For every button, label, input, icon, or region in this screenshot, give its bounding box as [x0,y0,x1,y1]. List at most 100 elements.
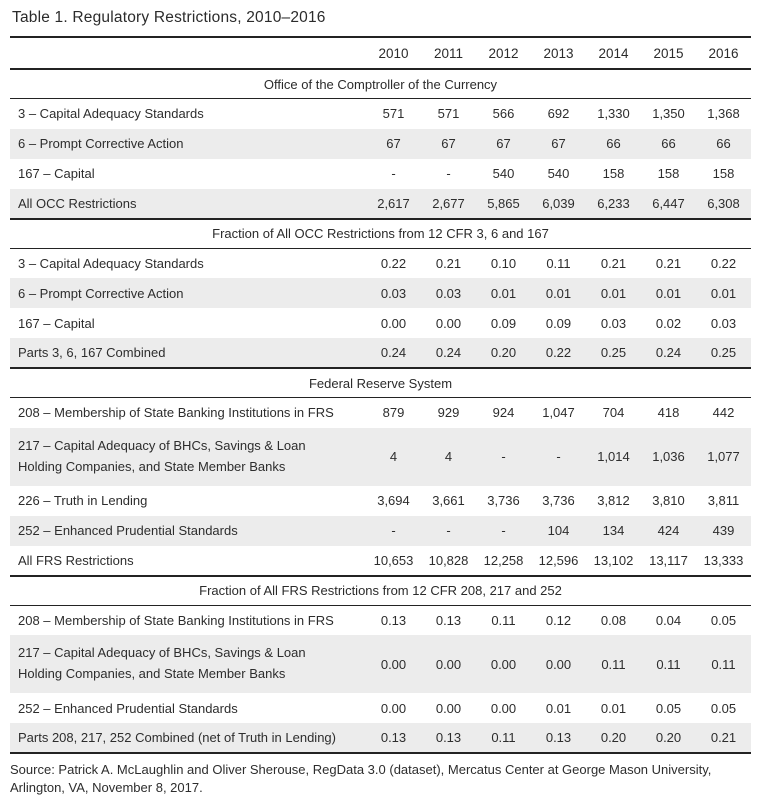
cell-value: 4 [444,449,453,464]
cell-value: 0.11 [601,656,626,672]
cell-value: 0.00 [435,700,462,716]
cell-value: 442 [712,405,735,421]
table-row: 208 – Membership of State Banking Instit… [10,398,751,428]
cell-value: 0.05 [710,612,737,628]
cell-value: 0.22 [545,345,572,360]
row-label-text: 217 – Capital Adequacy of BHCs, Savings … [18,645,306,681]
table-row: All OCC Restrictions 2,617 2,677 5,865 6,039… [10,188,751,219]
cell-value: - [501,449,506,464]
year-header-row: 2010 2011 2012 2013 2014 2015 2016 [10,37,751,70]
cell-value: - [446,166,451,181]
cell-value: 0.01 [545,700,572,716]
section-header-row: Federal Reserve System [10,367,751,398]
cell-value: 566 [492,106,515,122]
cell-value: 67 [496,136,511,151]
cell-value: 0.22 [710,255,737,271]
regulatory-table: 2010 2011 2012 2013 2014 2015 2016 Office of t… [10,36,751,754]
cell-value: 0.20 [655,730,682,745]
table-row: 3 – Capital Adequacy Standards 571 571 566 6… [10,99,751,129]
cell-value: 924 [492,405,515,421]
row-label: 6 – Prompt Corrective Action [18,285,184,301]
cell-value: 0.11 [656,656,681,672]
table-row: 167 – Capital - - 540 540 158 158 158 [10,159,751,189]
header-row: 2010 2011 2012 2013 2014 2015 2016 [10,37,751,70]
year-column-header: 2014 [586,37,641,70]
cell-value: 6,447 [652,195,685,211]
cell-value: 0.21 [435,255,462,271]
row-label: 217 – Capital Adequacy of BHCs, Savings … [10,428,366,486]
cell-value: 66 [606,136,621,151]
row-label: Parts 3, 6, 167 Combined [18,345,166,360]
cell-value: 704 [602,405,625,421]
year-column-header: 2013 [531,37,586,70]
row-label: 208 – Membership of State Banking Instit… [18,612,334,628]
cell-value: 0.01 [600,285,627,301]
cell-value: 0.05 [655,700,682,716]
section-header-row: Office of the Comptroller of the Currenc… [10,68,751,99]
cell-value: 0.11 [491,730,516,745]
cell-value: - [556,449,561,464]
cell-value: 439 [712,523,735,538]
cell-value: 0.20 [490,345,517,360]
cell-value: 0.13 [380,730,407,745]
year-column-header: 2012 [476,37,531,70]
cell-value: 12,596 [538,552,579,568]
row-label: 167 – Capital [18,315,95,331]
cell-value: 0.21 [655,255,682,271]
table-row: Parts 3, 6, 167 Combined 0.24 0.24 0.20 0.22… [10,338,751,368]
cell-value: 1,047 [542,405,575,421]
row-label: 252 – Enhanced Prudential Standards [18,523,238,538]
cell-value: 424 [657,523,680,538]
cell-value: 0.24 [380,345,407,360]
cell-value: 0.21 [710,730,737,745]
cell-value: - [391,523,396,538]
section-header: Federal Reserve System [10,367,751,398]
cell-value: 6,308 [707,195,740,211]
cell-value: 0.00 [380,700,407,716]
cell-value: 104 [547,523,570,538]
section-header: Fraction of All OCC Restrictions from 12… [10,217,751,249]
cell-value: - [446,523,451,538]
cell-value: 3,812 [597,493,630,508]
table-row: 217 – Capital Adequacy of BHCs, Savings … [10,427,751,486]
cell-value: 0.00 [380,656,407,672]
cell-value: 0.13 [545,730,572,745]
cell-value: 0.03 [435,285,462,301]
cell-value: 0.08 [600,612,627,628]
cell-value: 3,661 [432,493,465,508]
source-note: Source: Patrick A. McLaughlin and Oliver… [10,762,712,796]
cell-value: 12,258 [483,552,524,568]
cell-value: 540 [492,166,515,181]
cell-value: 0.22 [380,255,407,271]
cell-value: 158 [602,166,625,181]
table-row: 6 – Prompt Corrective Action 0.03 0.03 0.01… [10,278,751,308]
cell-value: 3,810 [652,493,685,508]
cell-value: 571 [437,106,460,122]
cell-value: 66 [716,136,731,151]
cell-value: 158 [712,166,735,181]
cell-value: 3,811 [707,493,740,508]
cell-value: 0.00 [435,315,462,331]
cell-value: 692 [547,106,570,122]
cell-value: 0.11 [711,656,736,672]
table-title: Table 1. Regulatory Restrictions, 2010–2… [12,9,326,26]
cell-value: 0.09 [490,315,517,331]
table-row: 217 – Capital Adequacy of BHCs, Savings … [10,635,751,693]
cell-value: 13,102 [593,552,634,568]
row-label: 208 – Membership of State Banking Instit… [18,405,334,421]
table-body: Office of the Comptroller of the Currenc… [10,68,751,753]
cell-value: 0.04 [655,612,682,628]
cell-value: 571 [382,106,405,122]
cell-value: 0.00 [545,656,572,672]
cell-value: 0.24 [655,345,682,360]
table-row: 226 – Truth in Lending 3,694 3,661 3,736 3,7… [10,486,751,516]
cell-value: 1,014 [597,449,630,464]
cell-value: 0.09 [545,315,572,331]
section-header-row: Fraction of All FRS Restrictions from 12… [10,574,751,606]
section-header: Fraction of All FRS Restrictions from 12… [10,574,751,606]
cell-value: 1,368 [707,106,740,122]
table-row: 252 – Enhanced Prudential Standards 0.00 0… [10,693,751,723]
year-column-header: 2011 [421,37,476,70]
cell-value: 0.00 [435,656,462,672]
header-spacer-cell [10,37,366,70]
